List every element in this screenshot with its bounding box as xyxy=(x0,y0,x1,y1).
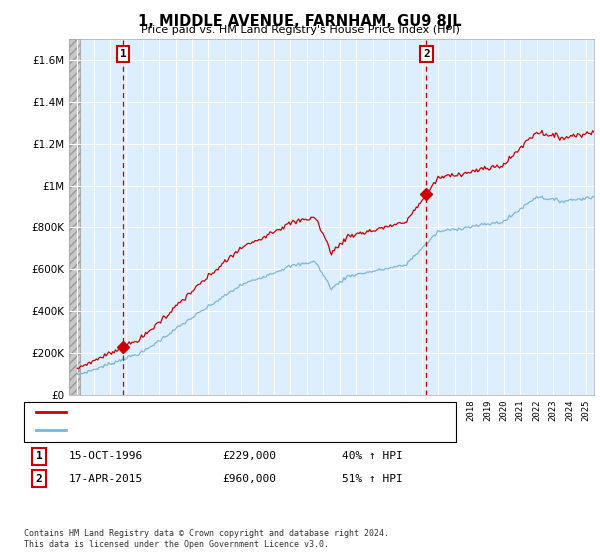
Text: 15-OCT-1996: 15-OCT-1996 xyxy=(69,451,143,461)
Text: 1: 1 xyxy=(35,451,43,461)
Text: Price paid vs. HM Land Registry's House Price Index (HPI): Price paid vs. HM Land Registry's House … xyxy=(140,25,460,35)
Text: Contains HM Land Registry data © Crown copyright and database right 2024.
This d: Contains HM Land Registry data © Crown c… xyxy=(24,529,389,549)
Bar xyxy=(69,39,80,395)
Text: 40% ↑ HPI: 40% ↑ HPI xyxy=(342,451,403,461)
Text: 2: 2 xyxy=(423,49,430,59)
Text: 2: 2 xyxy=(35,474,43,484)
Text: £960,000: £960,000 xyxy=(222,474,276,484)
Text: HPI: Average price, detached house, Waverley: HPI: Average price, detached house, Wave… xyxy=(72,425,347,435)
Text: 17-APR-2015: 17-APR-2015 xyxy=(69,474,143,484)
Text: 1, MIDDLE AVENUE, FARNHAM, GU9 8JL (detached house): 1, MIDDLE AVENUE, FARNHAM, GU9 8JL (deta… xyxy=(72,407,391,417)
Text: 51% ↑ HPI: 51% ↑ HPI xyxy=(342,474,403,484)
Text: 1, MIDDLE AVENUE, FARNHAM, GU9 8JL: 1, MIDDLE AVENUE, FARNHAM, GU9 8JL xyxy=(138,14,462,29)
Text: 1: 1 xyxy=(119,49,127,59)
Text: £229,000: £229,000 xyxy=(222,451,276,461)
